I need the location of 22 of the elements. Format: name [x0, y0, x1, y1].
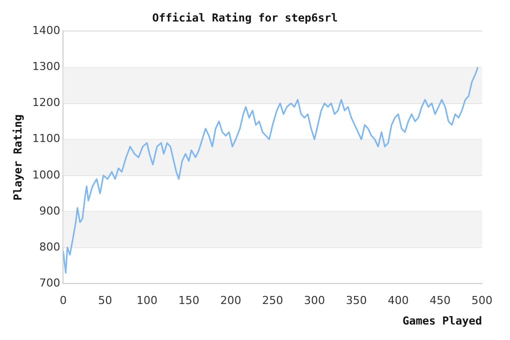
chart-title: Official Rating for step6srl — [152, 11, 338, 24]
x-tick-label: 400 — [388, 294, 409, 308]
y-tick-label: 1300 — [32, 60, 60, 74]
x-tick-label: 250 — [262, 294, 284, 308]
y-tick-label: 1100 — [32, 132, 60, 146]
y-tick-label: 1000 — [32, 168, 60, 182]
x-tick-label: 100 — [136, 294, 158, 308]
y-tick-label: 700 — [39, 276, 60, 290]
x-tick-label: 200 — [220, 294, 242, 308]
x-tick-label: 50 — [98, 294, 112, 308]
x-axis-title: Games Played — [402, 314, 482, 328]
y-tick-label: 1400 — [32, 24, 60, 38]
x-tick-label: 450 — [430, 294, 451, 308]
y-tick-label: 900 — [39, 204, 60, 218]
x-tick-label: 300 — [304, 294, 325, 308]
x-tick-label: 500 — [472, 294, 492, 308]
y-tick-label: 1200 — [32, 96, 60, 110]
y-axis-title: Player Rating — [11, 114, 24, 200]
x-tick-label: 350 — [346, 294, 367, 308]
x-tick-label: 150 — [178, 294, 200, 308]
x-tick-label: 0 — [60, 294, 67, 308]
y-tick-label: 800 — [39, 240, 60, 254]
